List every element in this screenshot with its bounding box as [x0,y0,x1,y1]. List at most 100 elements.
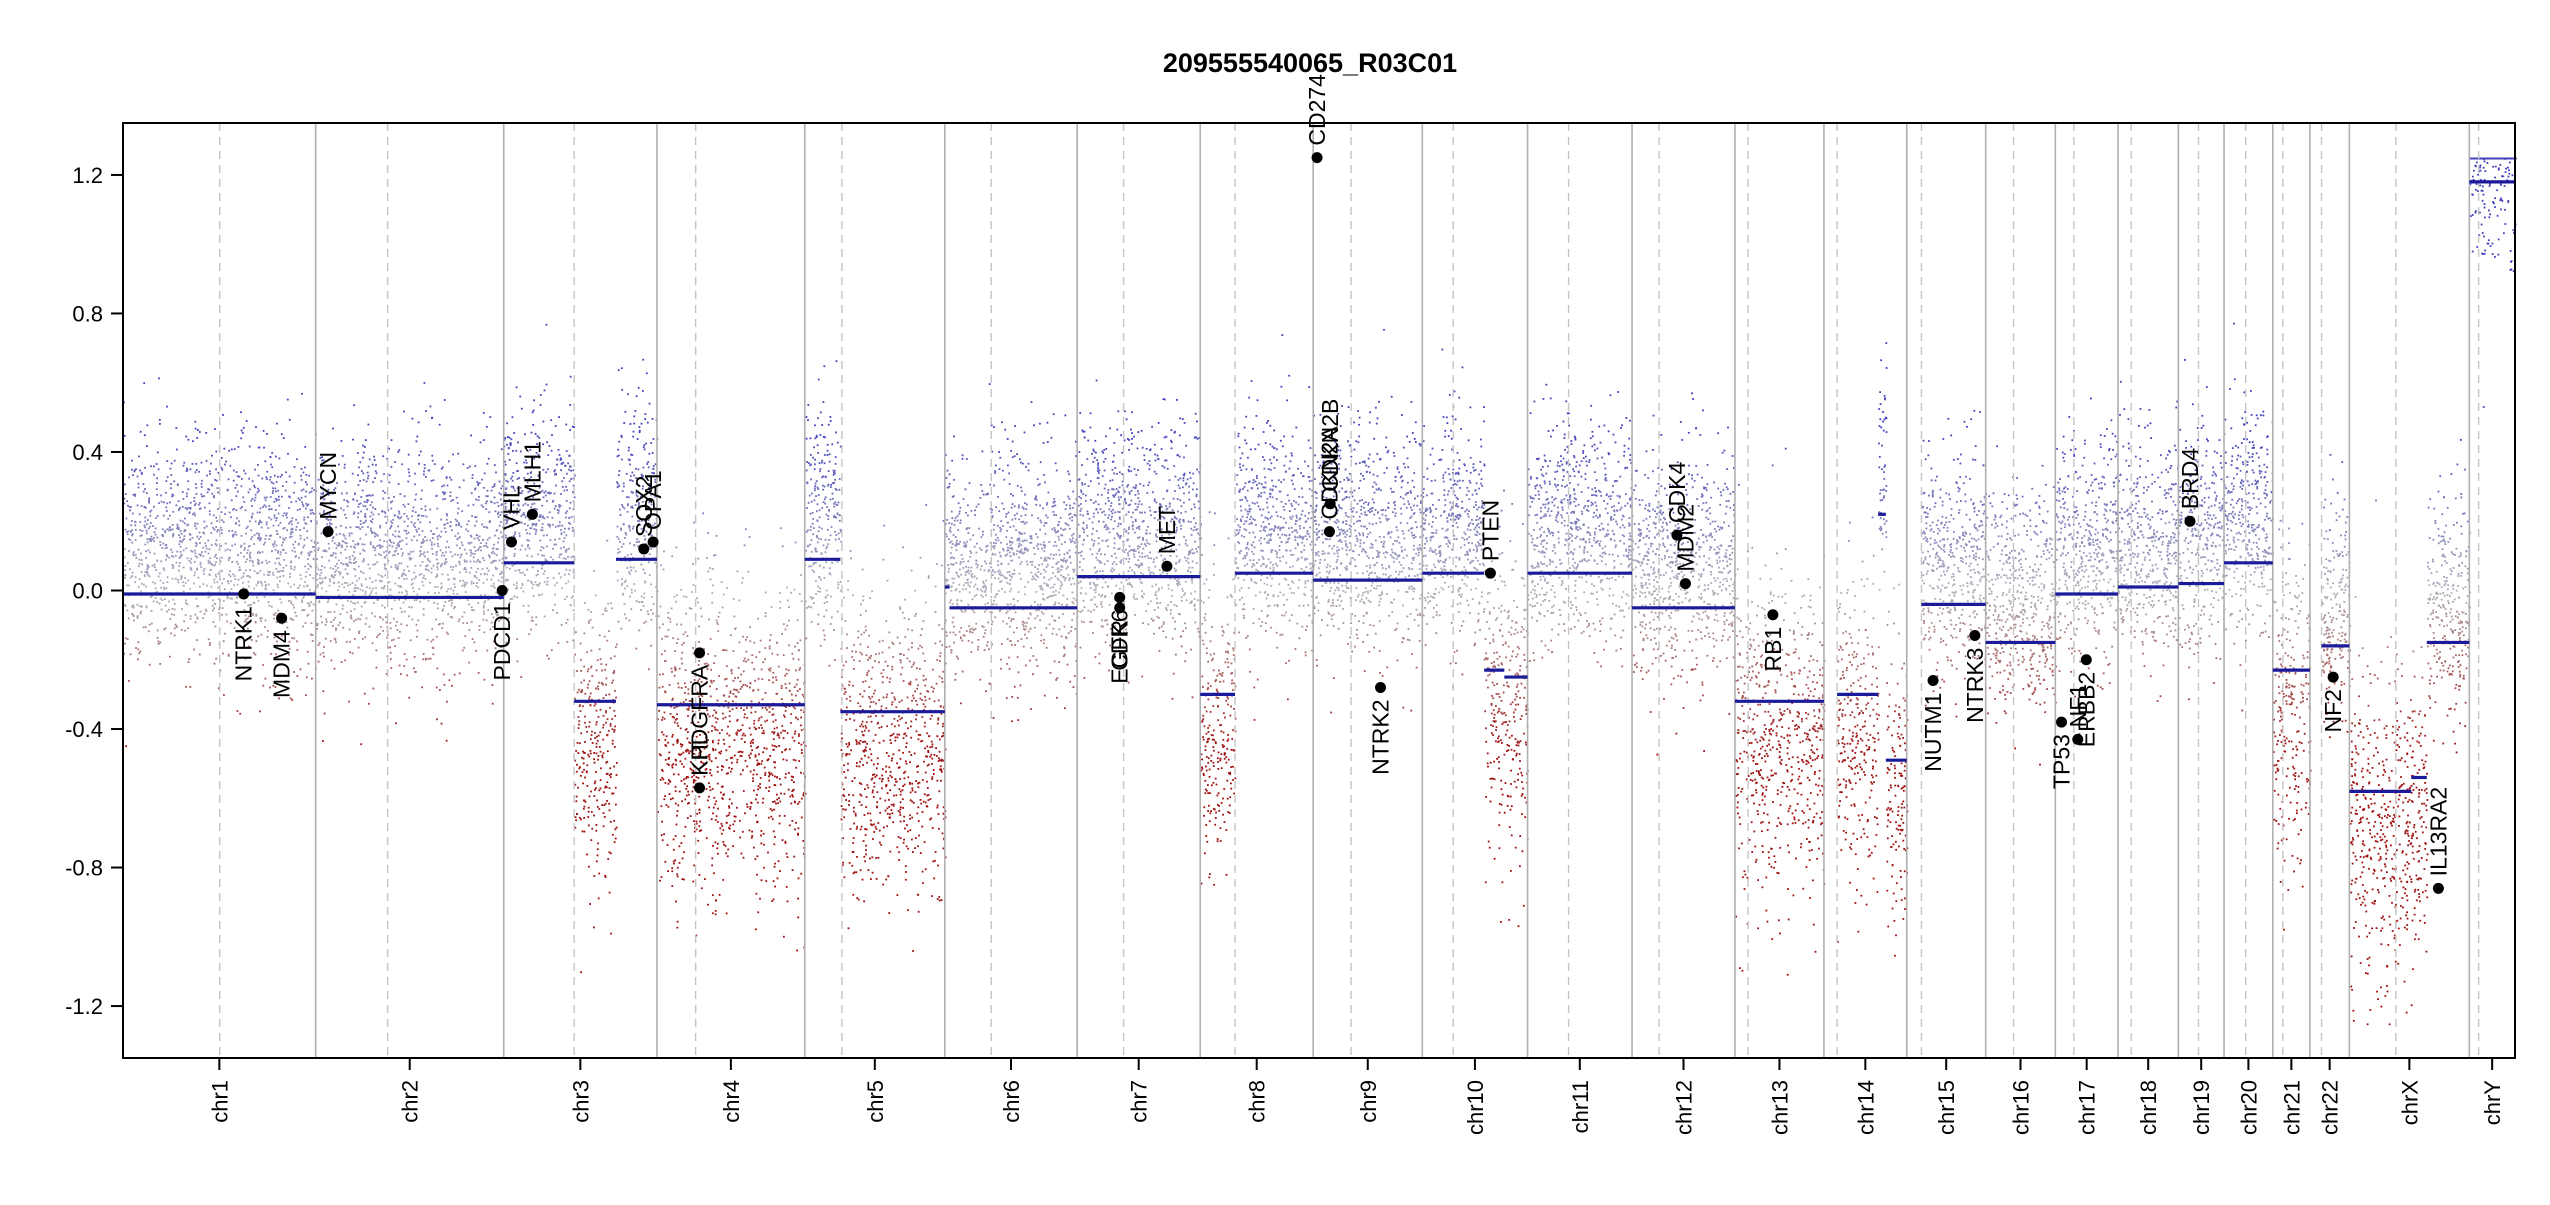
probe-point [794,732,796,735]
probe-point [215,561,217,564]
probe-point [583,768,585,771]
probe-point [564,512,567,514]
probe-point [260,620,262,622]
probe-point [754,728,757,731]
probe-point [572,529,574,532]
probe-point [452,592,455,595]
probe-point [485,502,487,505]
probe-point [559,576,562,579]
probe-point [267,527,270,529]
probe-point [473,546,476,548]
probe-point [574,783,577,786]
probe-point [369,541,372,544]
probe-point [282,437,285,439]
probe-point [407,468,410,471]
probe-point [472,556,475,559]
probe-point [513,511,516,514]
probe-point [768,647,771,650]
probe-point [740,755,743,758]
probe-point [636,438,639,440]
probe-point [494,534,496,537]
probe-point [466,560,468,563]
probe-point [624,410,627,413]
probe-point [181,505,184,508]
probe-point [461,510,464,513]
probe-point [399,585,401,588]
probe-point [829,420,832,422]
probe-point [704,768,707,771]
probe-point [257,572,260,574]
probe-point [498,594,501,597]
probe-point [420,573,423,575]
probe-point [130,524,133,527]
probe-point [242,426,245,429]
probe-point [495,548,498,550]
probe-point [163,588,166,590]
probe-point [454,553,456,556]
probe-point [180,578,183,580]
probe-point [308,553,311,556]
probe-point [691,591,693,593]
probe-point [536,479,539,481]
probe-point [193,582,195,585]
probe-point [373,531,376,534]
probe-point [187,480,190,483]
probe-point [146,541,149,544]
probe-point [357,565,360,568]
probe-point [597,758,599,761]
probe-point [540,529,542,532]
probe-point [400,562,403,565]
probe-point [565,582,568,585]
probe-point [705,788,708,790]
probe-point [809,596,812,598]
probe-point [708,618,710,621]
probe-point [397,542,399,545]
probe-point [671,764,674,767]
probe-point [372,563,375,566]
probe-point [282,633,284,636]
probe-point [350,545,352,548]
probe-point [687,731,689,733]
probe-point [236,583,239,586]
probe-point [473,553,476,555]
probe-point [436,542,439,545]
probe-point [224,542,227,545]
probe-point [554,473,556,476]
probe-point [612,672,615,674]
probe-point [406,565,409,568]
probe-point [453,673,456,676]
probe-point [177,526,180,529]
probe-point [778,745,780,747]
probe-point [454,535,457,537]
probe-point [123,603,126,606]
probe-point [291,517,294,520]
probe-point [435,558,438,561]
probe-point [472,609,475,612]
probe-point [738,599,741,602]
probe-point [424,568,427,571]
probe-point [264,626,266,628]
probe-point [293,491,295,494]
probe-point [755,814,757,817]
probe-point [631,480,634,482]
probe-point [616,525,619,528]
probe-point [330,575,333,578]
probe-point [510,485,513,488]
probe-point [785,687,788,689]
probe-point [127,562,129,564]
probe-point [573,496,576,499]
probe-point [334,574,336,576]
probe-point [471,515,473,517]
probe-point [366,494,369,497]
probe-point [676,713,678,716]
probe-point [398,562,401,565]
probe-point [569,465,572,468]
probe-point [301,599,303,602]
probe-point [816,503,819,506]
probe-point [790,775,793,778]
probe-point [518,532,521,535]
probe-point [210,483,213,486]
probe-point [595,829,598,832]
probe-point [690,768,693,771]
probe-point [807,404,810,406]
